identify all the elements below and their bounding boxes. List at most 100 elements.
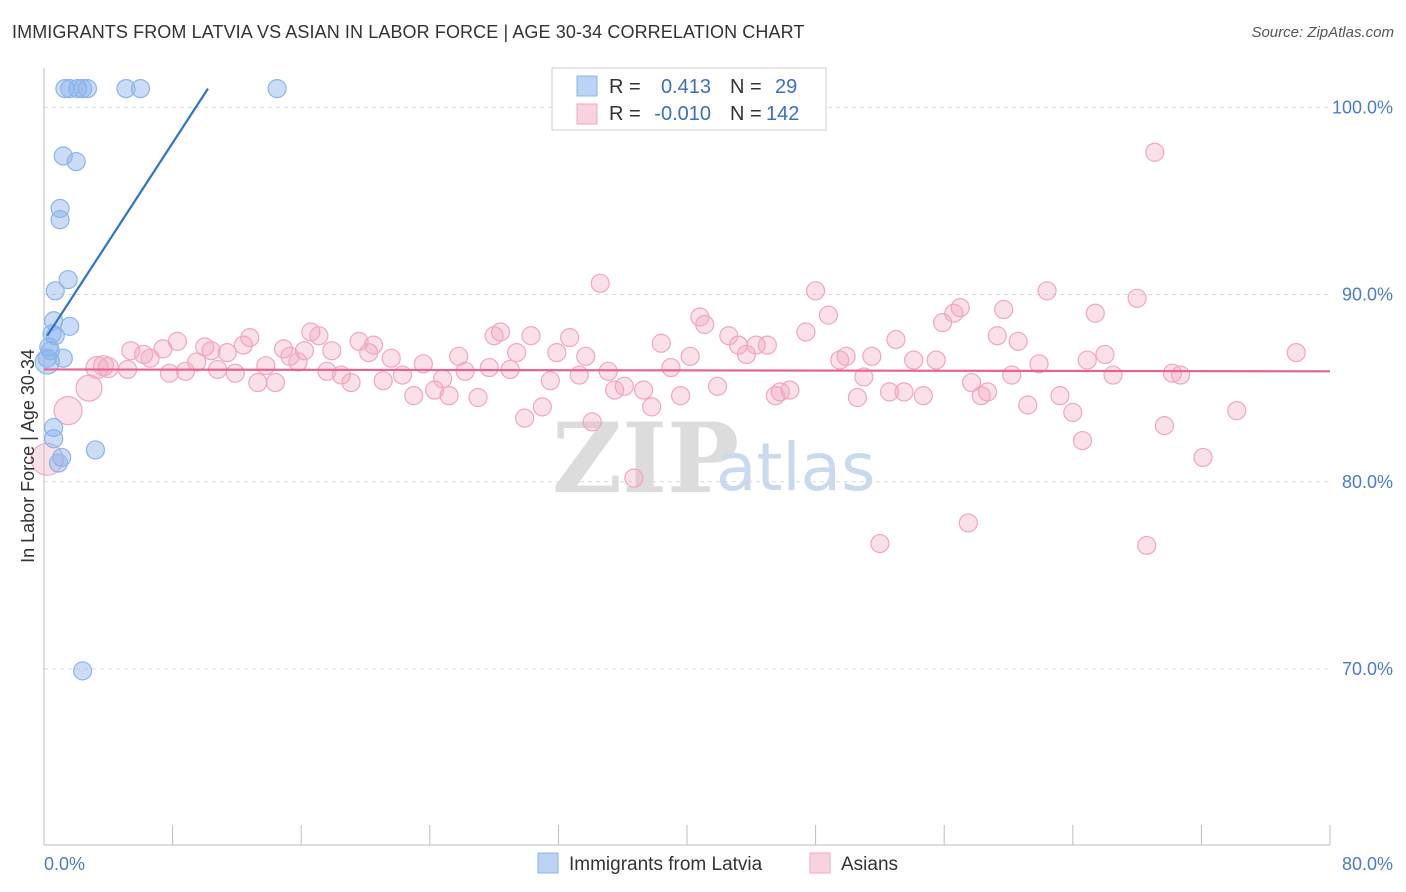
point-asians	[950, 298, 970, 318]
point-asians	[854, 367, 874, 387]
bottom-legend-label-asians: Asians	[841, 854, 898, 875]
point-asians	[532, 397, 552, 417]
point-asians	[780, 380, 800, 400]
point-latvia	[116, 78, 136, 99]
point-asians	[633, 380, 654, 400]
point-asians	[294, 341, 315, 361]
legend-n-value-asians: 142	[766, 103, 799, 125]
point-asians	[140, 348, 160, 368]
legend-n-value-latvia: 29	[775, 76, 797, 98]
y-tick-label: 100.0%	[1332, 97, 1393, 117]
bottom-legend-swatch-asians	[809, 852, 831, 874]
point-asians	[796, 322, 816, 342]
watermark-atlas: atlas	[716, 429, 876, 506]
watermark-zip: ZIP	[552, 402, 739, 515]
point-asians	[507, 342, 527, 363]
point-asians	[217, 342, 237, 363]
point-asians	[479, 357, 499, 378]
point-latvia	[58, 269, 78, 290]
point-asians	[870, 533, 890, 554]
trendline-latvia	[46, 87, 209, 337]
point-asians	[624, 468, 644, 488]
y-tick-label: 70.0%	[1342, 659, 1393, 679]
x-tick-label: 0.0%	[44, 854, 85, 874]
point-asians	[1127, 288, 1147, 308]
point-asians	[159, 363, 179, 383]
point-latvia	[50, 210, 70, 230]
point-latvia	[60, 316, 80, 336]
point-asians	[978, 382, 998, 402]
point-asians	[341, 372, 361, 393]
point-asians	[680, 346, 700, 366]
point-asians	[590, 273, 610, 293]
point-latvia	[52, 447, 72, 468]
point-asians	[818, 305, 839, 325]
chart-title: IMMIGRANTS FROM LATVIA VS ASIAN IN LABOR…	[12, 22, 805, 42]
point-asians	[1170, 365, 1191, 385]
point-asians	[1137, 535, 1157, 556]
point-asians	[97, 356, 119, 379]
point-asians	[1286, 342, 1306, 363]
point-asians	[187, 352, 207, 372]
point-asians	[273, 339, 294, 359]
point-asians	[547, 342, 567, 363]
point-asians	[1050, 386, 1070, 406]
point-latvia	[50, 198, 70, 219]
point-asians	[1085, 303, 1105, 323]
point-asians	[894, 382, 914, 402]
point-latvia	[267, 78, 287, 99]
grid-layer	[44, 106, 1330, 670]
point-latvia	[68, 78, 88, 99]
point-asians	[265, 372, 286, 393]
point-latvia	[66, 152, 86, 172]
legend-r-value-asians: -0.010	[654, 103, 711, 125]
axes-layer: 70.0% 80.0% 90.0% 100.0% 0.0% 80.0%	[43, 68, 1393, 874]
point-asians	[317, 361, 337, 381]
legend-swatch-latvia	[576, 75, 598, 97]
point-asians	[805, 281, 826, 301]
point-asians	[433, 369, 453, 389]
point-latvia	[130, 78, 151, 99]
point-asians	[540, 371, 560, 391]
y-tick-label: 90.0%	[1342, 285, 1393, 305]
point-asians	[404, 386, 424, 406]
legend: R = 0.413 N = 29 R = -0.010 N = 142	[551, 67, 827, 131]
point-asians	[1095, 344, 1115, 365]
points-layer	[30, 78, 1306, 681]
point-latvia	[72, 661, 93, 681]
point-asians	[439, 386, 459, 406]
point-latvia	[45, 281, 65, 301]
point-asians	[695, 314, 715, 335]
point-asians	[770, 382, 790, 402]
point-asians	[1037, 281, 1057, 301]
bottom-legend-label-latvia: Immigrants from Latvia	[569, 854, 763, 875]
point-asians	[651, 333, 671, 353]
point-asians	[515, 408, 535, 428]
bottom-legend: Immigrants from Latvia Asians	[537, 852, 898, 875]
point-asians	[1162, 363, 1183, 383]
point-asians	[1063, 402, 1083, 423]
legend-swatch-asians	[576, 103, 598, 125]
trendline-asians	[43, 368, 1331, 373]
point-latvia	[85, 440, 106, 460]
point-latvia	[72, 78, 93, 99]
point-asians	[904, 350, 924, 370]
point-asians	[1193, 447, 1213, 468]
point-asians	[167, 331, 188, 351]
point-asians	[614, 376, 634, 396]
point-asians	[913, 386, 933, 406]
point-asians	[560, 328, 580, 348]
point-latvia	[48, 453, 69, 473]
point-asians	[1008, 331, 1028, 351]
point-asians	[1227, 401, 1247, 421]
point-asians	[926, 350, 946, 370]
point-asians	[1002, 365, 1022, 385]
point-asians	[121, 341, 141, 361]
point-asians	[879, 382, 900, 402]
point-asians	[707, 376, 728, 396]
point-asians	[373, 371, 393, 391]
point-asians	[642, 397, 662, 417]
point-asians	[1154, 416, 1175, 436]
point-asians	[225, 363, 245, 383]
